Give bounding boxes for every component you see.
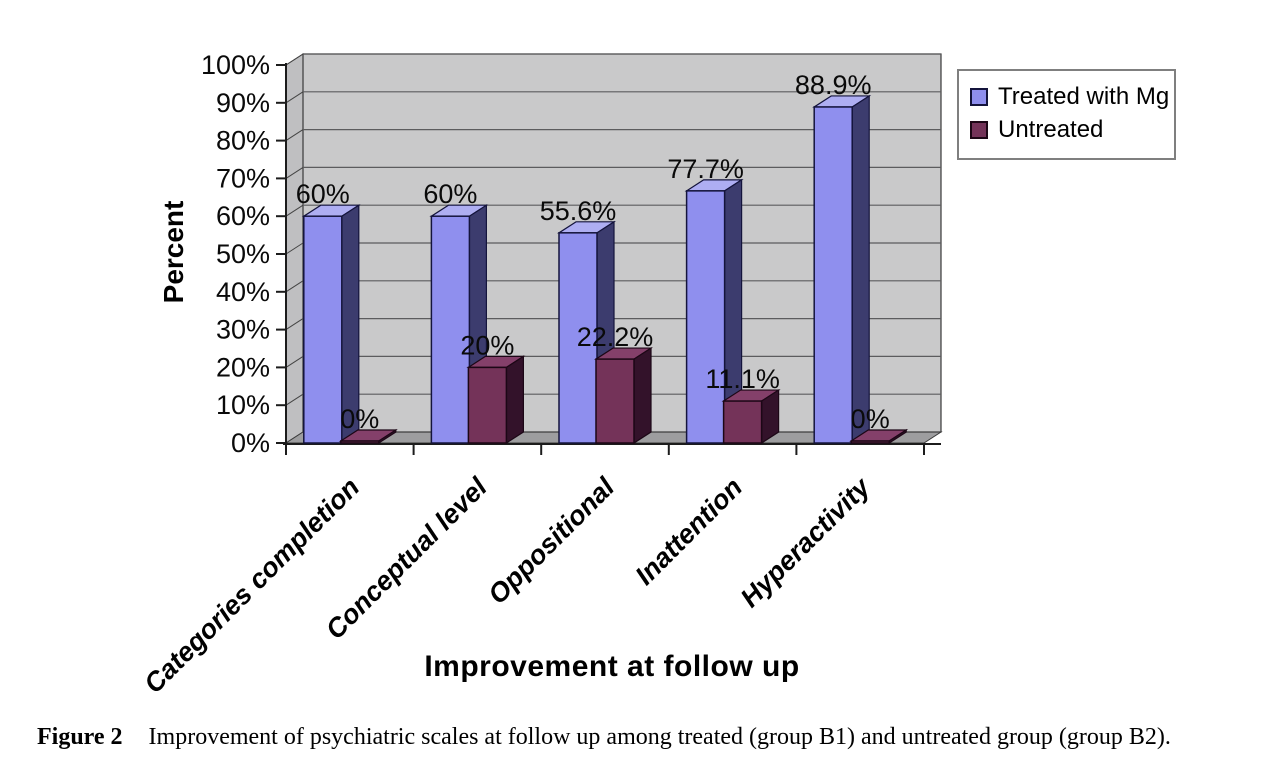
- bar-side-face: [851, 94, 870, 445]
- bar-data-label: 60%: [423, 179, 477, 209]
- left-wall-gridline: [285, 53, 304, 66]
- bar-side-face: [505, 355, 525, 445]
- left-wall-gridline: [285, 280, 304, 293]
- legend: Treated with Mg Untreated: [957, 69, 1176, 160]
- bar: [595, 358, 635, 444]
- y-tick-label: 70%: [216, 163, 270, 193]
- bar: [430, 215, 471, 444]
- bar-data-label: 88.9%: [795, 70, 872, 100]
- y-tick-label: 50%: [216, 239, 270, 269]
- legend-item-1: Untreated: [970, 116, 1170, 144]
- left-wall-gridline: [285, 318, 304, 331]
- y-tick-label: 100%: [201, 50, 270, 80]
- legend-swatch-icon: [970, 121, 988, 139]
- legend-label: Untreated: [998, 116, 1104, 143]
- bar-data-label: 22.2%: [577, 322, 654, 352]
- bar-data-label: 55.6%: [540, 196, 617, 226]
- bar: [340, 440, 380, 444]
- bar-data-label: 0%: [340, 404, 379, 434]
- figure-caption-text: Improvement of psychiatric scales at fol…: [148, 724, 1171, 750]
- bar: [558, 232, 598, 444]
- left-wall-gridline: [285, 91, 304, 104]
- bar: [813, 106, 853, 444]
- y-tick-label: 0%: [231, 428, 270, 458]
- bar: [722, 400, 763, 444]
- bar-data-label: 77.7%: [667, 154, 744, 184]
- bar: [850, 440, 890, 444]
- y-tick-label: 30%: [216, 315, 270, 345]
- y-axis-title: Percent: [158, 200, 189, 304]
- bar: [303, 215, 343, 444]
- left-wall-gridline: [285, 166, 304, 179]
- left-wall-gridline: [285, 393, 304, 406]
- legend-swatch-icon: [970, 88, 988, 106]
- y-tick-label: 90%: [216, 88, 270, 118]
- legend-label: Treated with Mg: [998, 83, 1170, 110]
- bar-data-label: 11.1%: [705, 364, 780, 394]
- bar: [467, 366, 508, 444]
- y-tick-label: 40%: [216, 277, 270, 307]
- bar-data-label: 20%: [460, 330, 514, 360]
- left-wall-gridline: [285, 129, 304, 142]
- bar-data-label: 0%: [851, 404, 890, 434]
- left-wall-gridline: [285, 204, 304, 217]
- figure-caption-label: Figure 2: [37, 724, 123, 750]
- figure-caption: Figure 2 Improvement of psychiatric scale…: [37, 724, 1171, 751]
- y-tick-label: 10%: [216, 390, 270, 420]
- legend-item-0: Treated with Mg: [970, 83, 1170, 111]
- bar: [685, 190, 726, 444]
- left-wall-gridline: [285, 355, 304, 368]
- left-wall-gridline: [285, 242, 304, 255]
- bar-side-face: [633, 346, 652, 445]
- y-tick-label: 60%: [216, 201, 270, 231]
- bar-data-label: 60%: [296, 179, 350, 209]
- y-tick-label: 80%: [216, 126, 270, 156]
- chart-canvas: 0% 10% 20% 30% 40% 50% 60% 70% 80% 90% 100% 60% 0% 60…: [201, 50, 943, 458]
- x-axis-title: Improvement at follow up: [424, 650, 800, 683]
- y-tick-label: 20%: [216, 352, 270, 382]
